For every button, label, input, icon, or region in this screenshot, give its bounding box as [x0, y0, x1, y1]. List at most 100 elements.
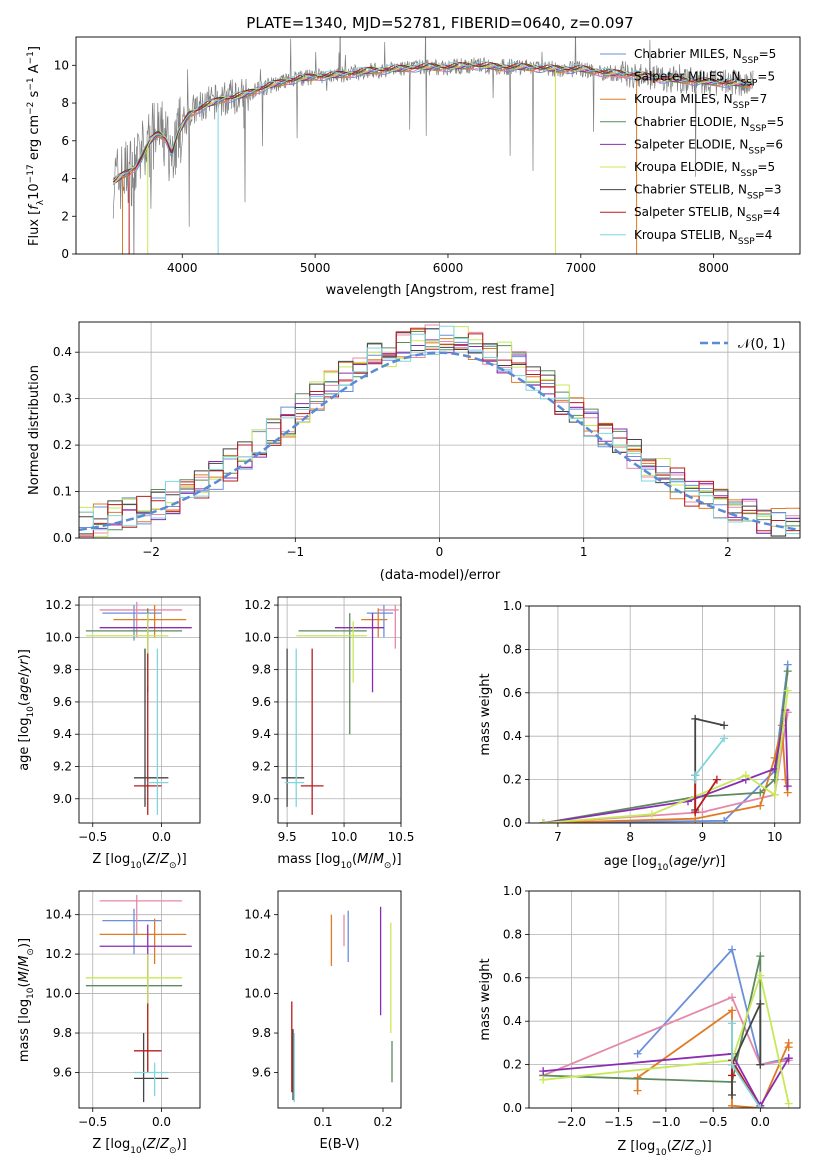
- y-axis-label: Normed distribution: [27, 365, 42, 495]
- label-part: mass [log: [17, 999, 32, 1062]
- x-tick-label: 9: [699, 830, 707, 844]
- y-tick-label: 9.6: [53, 1065, 72, 1079]
- label-part: =5: [757, 160, 775, 174]
- y-tick-label: 0.0: [503, 1101, 522, 1115]
- legend-label: Chabrier STELIB, NSSP=3: [634, 183, 782, 202]
- legend-label: Kroupa ELODIE, NSSP=5: [634, 160, 775, 179]
- weight-marker-kroupa_miles: [784, 1043, 793, 1052]
- label-part: (: [142, 1137, 147, 1152]
- weight-marker-kroupa_miles: [633, 1073, 642, 1082]
- y-tick-label: 9.0: [53, 792, 72, 806]
- label-part: (: [667, 1139, 672, 1154]
- label-part: erg cm: [27, 115, 42, 164]
- weight-line-chabrier_miles: [543, 664, 789, 823]
- label-part: 𝒩: [738, 337, 753, 352]
- y-tick-label: 10.0: [45, 987, 72, 1001]
- label-part: Kroupa ELODIE, N: [634, 160, 741, 174]
- plot-area: [85, 894, 192, 1103]
- label-part: =5: [757, 70, 775, 84]
- weight-marker-chabrier_miles: [633, 1049, 642, 1058]
- axes-frame: [528, 605, 801, 824]
- axes-frame: [528, 890, 801, 1109]
- label-part: yr: [701, 854, 717, 869]
- axes-mass_vs_Z: −0.5 0.0 9.6 9.8 10.0 10.2 10.4: [45, 890, 201, 1129]
- histogram-kroupa_stelib: [79, 325, 800, 538]
- label-part: Salpeter ELODIE, N: [634, 137, 748, 151]
- weight-marker-kroupa_miles: [728, 1006, 737, 1015]
- weight-marker-kroupa_stelib: [756, 1104, 765, 1108]
- weight-marker-chabrier_stelib: [720, 721, 729, 730]
- axes-frame: [78, 596, 201, 824]
- x-tick-label: 7: [554, 830, 562, 844]
- label-part: )]: [702, 1139, 712, 1154]
- weight-line-chabrier_miles: [636, 947, 789, 1066]
- weight-marker-kroupa_elodie: [647, 810, 656, 819]
- label-part: /: [681, 1139, 686, 1154]
- x-tick-label: 8: [626, 830, 634, 844]
- weight-marker-kroupa_elodie: [784, 1099, 793, 1108]
- model-spectrum-salpeter_miles: [112, 65, 753, 183]
- x-tick-label: 0: [436, 545, 444, 559]
- legend-label: Chabrier MILES, NSSP=5: [634, 47, 776, 66]
- y-tick-label: 9.6: [53, 695, 72, 709]
- label-part: Z: [671, 1139, 682, 1154]
- label-part: Z: [146, 1137, 157, 1152]
- legend-label: Kroupa MILES, NSSP=7: [634, 92, 767, 111]
- axes-frame: [78, 321, 801, 539]
- axes-frame: [75, 36, 801, 255]
- weight-line-kroupa_stelib: [694, 737, 725, 780]
- y-tick-label: 0.0: [503, 816, 522, 830]
- plot-area: [281, 605, 399, 815]
- weight-marker-chabrier_elodie: [756, 952, 765, 961]
- label-part: 10: [130, 1146, 142, 1156]
- label-part: Z [log: [92, 1137, 130, 1152]
- y-tick-label: 0.3: [53, 392, 72, 406]
- x-tick-label: 0.0: [152, 830, 171, 844]
- weight-marker-kroupa_miles: [756, 801, 765, 810]
- y-tick-label: 0.2: [503, 1058, 522, 1072]
- y-axis-label: mass [log10(M/M⊙)]: [17, 938, 36, 1062]
- weight-marker-kroupa_miles: [633, 1086, 642, 1095]
- y-tick-label: 0.2: [53, 438, 72, 452]
- label-part: SSP: [747, 192, 764, 202]
- label-part: SSP: [748, 146, 765, 156]
- label-part: Kroupa STELIB, N: [634, 228, 738, 242]
- weight-line-chabrier_stelib: [731, 1003, 762, 1095]
- label-part: age: [17, 677, 32, 701]
- y-tick-label: 9.0: [252, 792, 271, 806]
- x-axis-label: (data-model)/error: [380, 568, 501, 583]
- weight-marker-kroupa_stelib: [691, 771, 700, 780]
- normal-curve: [79, 351, 800, 532]
- x-tick-label: −1: [286, 545, 304, 559]
- label-part: 10: [27, 183, 42, 200]
- label-part: ⊙: [694, 1148, 702, 1158]
- label-part: Kroupa MILES, N: [634, 92, 733, 106]
- x-tick-label: −0.5: [78, 830, 107, 844]
- weight-marker-kroupa_stelib: [720, 734, 729, 743]
- x-tick-label: 10.5: [388, 830, 415, 844]
- label-part: 10: [26, 706, 36, 718]
- x-tick-label: 2: [724, 545, 732, 559]
- label-part: (: [17, 982, 32, 987]
- label-part: −1: [26, 77, 36, 90]
- weight-marker-chabrier_elodie: [783, 667, 792, 676]
- weight-marker-kroupa_elodie: [539, 1075, 548, 1084]
- y-tick-label: 9.4: [252, 727, 271, 741]
- y-tick-label: 10.0: [244, 987, 271, 1001]
- label-part: (0, 1): [750, 337, 785, 352]
- plot-area: [291, 906, 393, 1103]
- y-axis-label: Flux [fλ10−17 erg cm−2 s−1 A−1]: [26, 46, 46, 246]
- y-tick-label: 9.8: [252, 1026, 271, 1040]
- x-tick-label: 0.0: [152, 1115, 171, 1129]
- y-tick-label: 10.2: [244, 947, 271, 961]
- y-tick-label: 9.8: [53, 663, 72, 677]
- model-spectrum-chabrier_stelib: [112, 62, 753, 183]
- plot-area: [79, 324, 800, 538]
- x-tick-label: −1.0: [651, 1115, 680, 1129]
- label-part: Z [log: [92, 852, 130, 867]
- label-part: ]: [27, 46, 42, 51]
- x-tick-label: 7000: [566, 261, 597, 275]
- y-tick-label: 6: [61, 134, 69, 148]
- axes-spectrum: 4000 5000 6000 7000 8000 0 2 4 6 8 10: [54, 36, 801, 275]
- weight-marker-salpeter_miles: [728, 993, 737, 1002]
